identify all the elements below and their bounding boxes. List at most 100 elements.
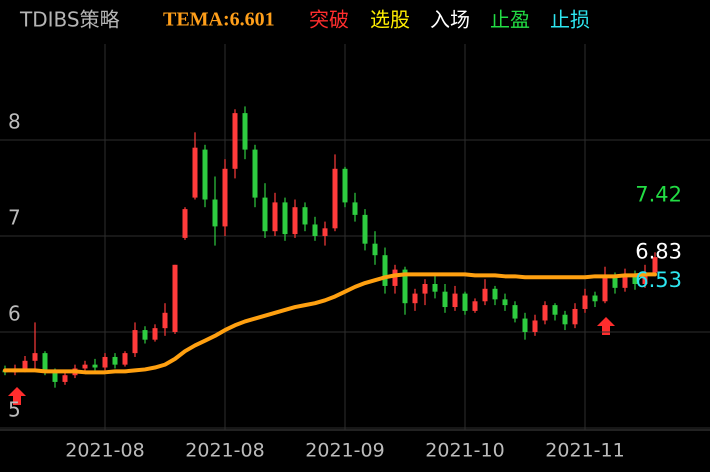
tema-line [3,272,657,375]
legend-entry: 选股 [370,8,410,32]
candle [432,272,438,299]
candle [232,109,238,179]
candle-body [352,202,358,215]
candle [152,324,158,342]
candle-body [542,305,548,321]
candle-body [582,295,588,309]
candle [382,247,388,294]
y-tick-label: 7 [8,206,21,230]
candle-body [592,295,598,302]
candle-body [222,168,228,227]
candle-body [32,353,38,361]
candle-body [472,301,478,311]
candle-body [402,269,408,304]
candle-body [182,209,188,238]
candle [102,353,108,371]
y-tick-label: 6 [8,302,21,326]
candle-body [512,305,518,319]
candle-body [532,320,538,332]
candle [352,192,358,222]
candle [332,154,338,232]
candle-body [612,276,618,288]
candle-body [312,224,318,236]
candle-body [432,284,438,292]
legend-entry: TEMA:6.601 [163,9,275,31]
candle [222,159,228,236]
candle [302,202,308,232]
candle [372,231,378,265]
candle [572,303,578,329]
candle [392,264,398,294]
candle-body [362,214,368,244]
candle [552,303,558,321]
candle-body [442,291,448,308]
candle [582,288,588,313]
candle-body [42,353,48,371]
x-tick-label: 2021-08 [185,440,264,462]
candle [122,351,128,367]
candle-body [642,272,648,284]
candle-body [522,318,528,332]
candle [482,279,488,306]
candle-body [142,330,148,340]
candle [522,312,528,340]
candle-body [602,276,608,302]
candle [252,144,258,208]
candle-body [92,364,98,368]
candle-body [172,264,178,332]
candle [622,268,628,292]
candle-body [422,284,428,294]
candle-body [412,293,418,304]
candle-body [492,288,498,300]
price-label: 6.53 [635,268,682,292]
candle-body [482,288,488,302]
candle-body [332,168,338,229]
candle [362,209,368,251]
candle-body [292,207,298,235]
price-label: 6.83 [635,239,682,263]
candle-body [572,308,578,325]
candle [262,183,268,238]
candle-body [252,149,258,198]
candle-body [462,293,468,311]
candle-body [272,202,278,232]
candle [192,132,198,200]
price-label: 7.42 [635,183,682,207]
candle [542,301,548,325]
candle [462,291,468,315]
x-tick-label: 2021-09 [305,440,384,462]
candle [62,372,68,385]
x-tick-label: 2021-08 [65,440,144,462]
candle-body [282,202,288,235]
candle [472,298,478,313]
candle [512,301,518,323]
candle [112,353,118,369]
candle-body [632,274,638,284]
candle-body [382,255,388,286]
candle [592,291,598,308]
candle-body [212,199,218,227]
candle-body [562,314,568,325]
candle [452,285,458,311]
candle-body [122,353,128,365]
candle [652,252,658,277]
candle [202,144,208,208]
candle [532,314,538,336]
candle-body [102,356,108,368]
candle-body [552,305,558,315]
candle-body [112,356,118,365]
legend-entry: 止损 [550,8,590,32]
candle [342,166,348,208]
candle [142,326,148,344]
candle-body [62,375,68,382]
candle [412,288,418,311]
candle-body [202,149,208,200]
y-tick-label: 5 [8,398,21,422]
candle [292,199,298,238]
candle-body [242,113,248,150]
candle [422,279,428,306]
candle [502,293,508,311]
candle-body [372,243,378,256]
